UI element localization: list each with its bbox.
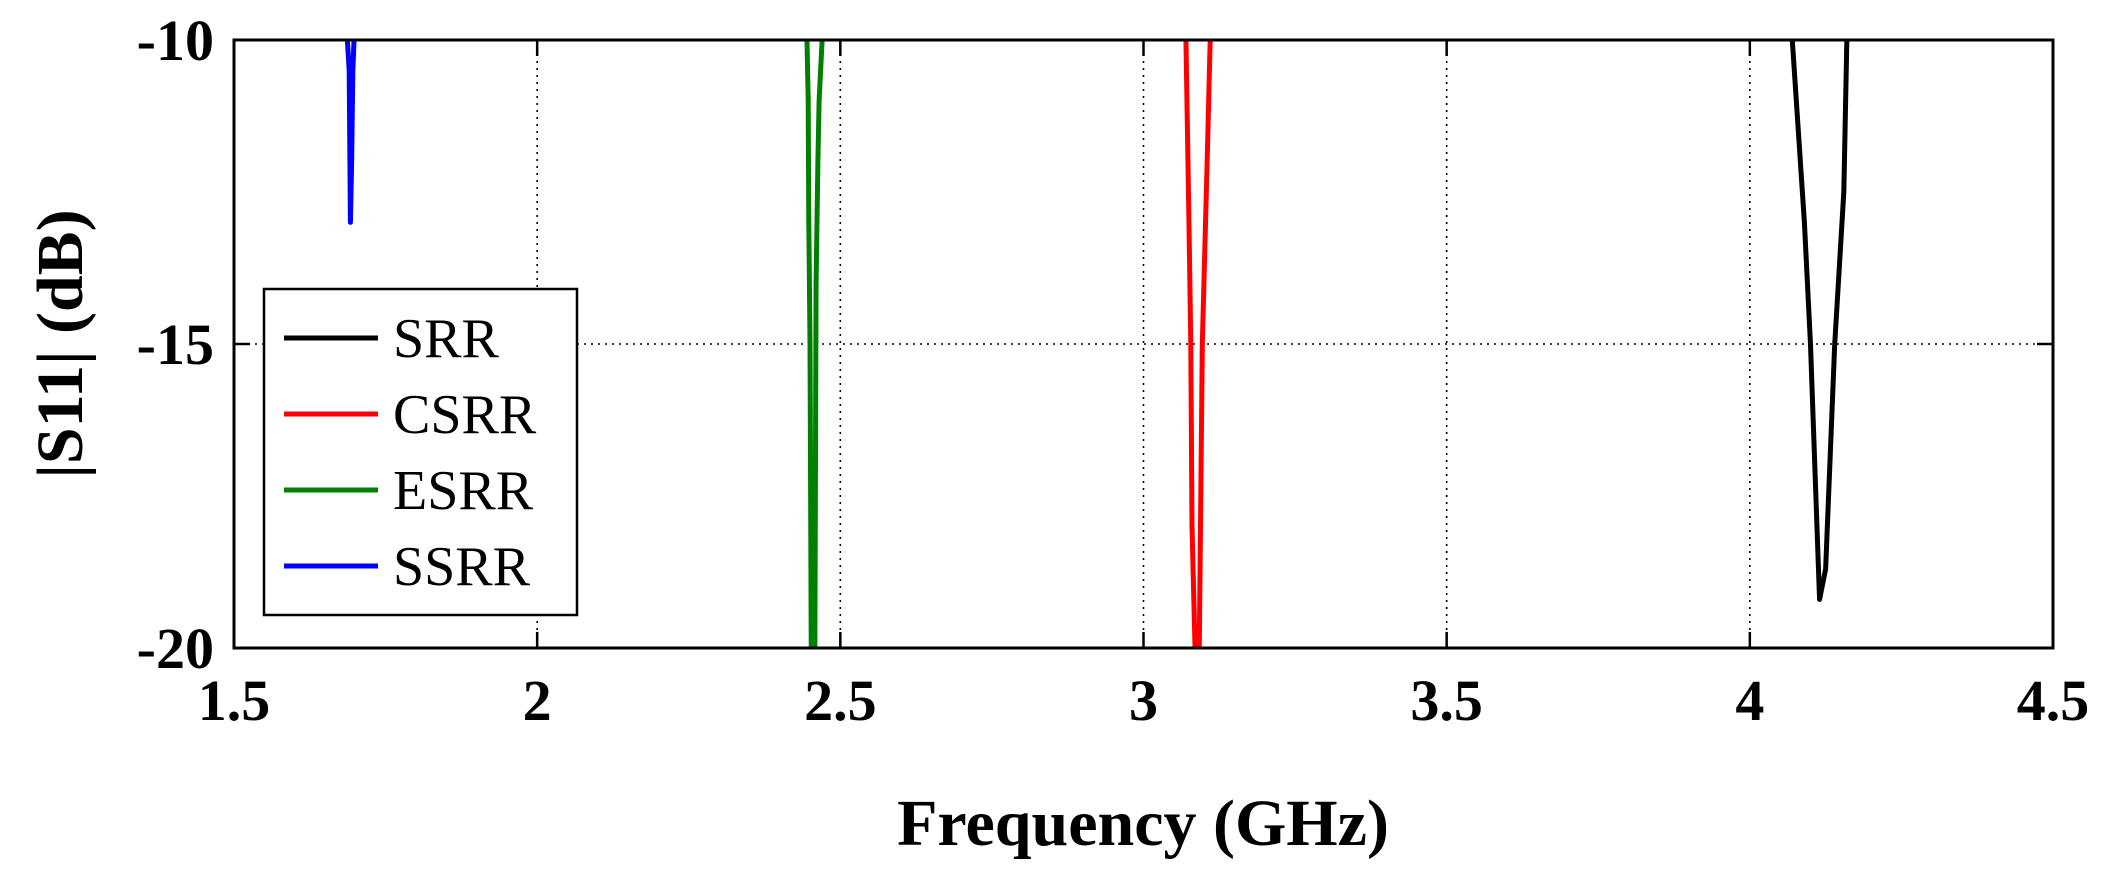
series-layer <box>344 40 1850 648</box>
y-tick-label: -15 <box>137 312 214 377</box>
y-axis-title: |S11| (dB) <box>24 209 97 478</box>
x-tick-label: 1.5 <box>198 668 271 733</box>
legend-box <box>262 287 579 617</box>
tick-layer: 1.5 2 2.5 3 3.5 4 4.5 -10 -15 -20 <box>137 8 2090 733</box>
series-line-csrr <box>1183 40 1213 648</box>
legend-label-csrr: CSRR <box>393 384 537 446</box>
legend-label-srr: SRR <box>393 308 499 370</box>
series-line-srr <box>1789 40 1850 602</box>
x-tick-label: 4.5 <box>2017 668 2090 733</box>
x-tick-label: 2 <box>523 668 552 733</box>
legend-entry-srr: SRR <box>284 308 499 370</box>
y-tick-label: -20 <box>137 616 214 681</box>
x-tick-label: 2.5 <box>804 668 877 733</box>
series-line-ssrr <box>344 40 357 225</box>
x-axis-title: Frequency (GHz) <box>897 787 1389 860</box>
x-tick-label: 4 <box>1735 668 1764 733</box>
legend-label-esrr: ESRR <box>393 460 534 522</box>
legend-label-ssrr: SSRR <box>393 536 531 598</box>
x-tick-label: 3 <box>1129 668 1158 733</box>
legend-entry-esrr: ESRR <box>284 460 534 522</box>
legend-entry-ssrr: SSRR <box>284 536 531 598</box>
x-tick-label: 3.5 <box>1410 668 1483 733</box>
series-line-esrr <box>804 40 825 648</box>
legend: SRR CSRR ESRR SSRR <box>262 287 579 617</box>
legend-entry-csrr: CSRR <box>284 384 537 446</box>
y-tick-label: -10 <box>137 8 214 73</box>
